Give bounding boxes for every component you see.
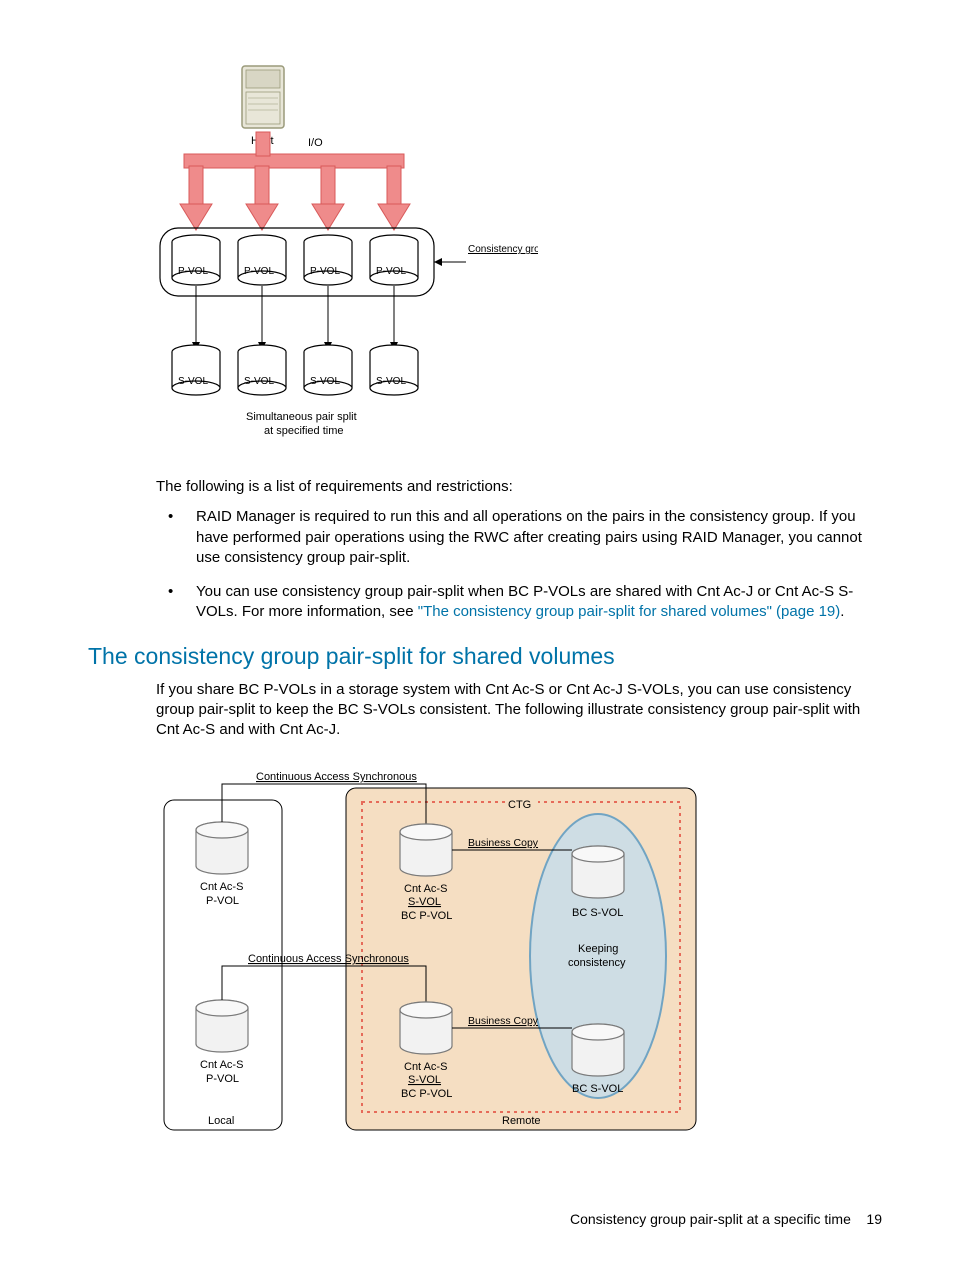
svg-text:Cnt Ac-S: Cnt Ac-S — [200, 881, 243, 893]
page-number: 19 — [866, 1211, 882, 1227]
diagram1-caption-1: Simultaneous pair split — [246, 411, 357, 423]
local-label: Local — [208, 1115, 234, 1127]
svg-text:BC S-VOL: BC S-VOL — [572, 1083, 623, 1095]
intro-text: The following is a list of requirements … — [156, 477, 886, 497]
section-heading: The consistency group pair-split for sha… — [88, 643, 886, 670]
svg-text:P-VOL: P-VOL — [178, 266, 208, 277]
consistency-group-label: Consistency group — [468, 244, 538, 255]
svg-text:P-VOL: P-VOL — [244, 266, 274, 277]
svg-text:S-VOL: S-VOL — [310, 376, 340, 387]
svg-text:S-VOL: S-VOL — [408, 896, 441, 908]
remote-label: Remote — [502, 1115, 541, 1127]
remote-cylinder-bottom-right — [572, 1024, 624, 1076]
svg-text:P-VOL: P-VOL — [376, 266, 406, 277]
diagram1-caption-2: at specified time — [264, 425, 343, 437]
cas-label-mid: Continuous Access Synchronous — [248, 953, 409, 965]
svg-text:S-VOL: S-VOL — [244, 376, 274, 387]
ctg-label: CTG — [508, 799, 531, 811]
svg-text:BC P-VOL: BC P-VOL — [401, 910, 452, 922]
pvol-cylinders: P-VOL P-VOL P-VOL — [172, 235, 418, 285]
page-footer: Consistency group pair-split at a specif… — [570, 1211, 882, 1227]
business-copy-label-bottom: Business Copy — [468, 1015, 539, 1027]
list-item: You can use consistency group pair-split… — [156, 582, 886, 623]
diagram-shared-volumes: CTG Continuous Access Synchronous Contin… — [156, 760, 886, 1145]
cas-label-top: Continuous Access Synchronous — [256, 771, 417, 783]
section-paragraph: If you share BC P-VOLs in a storage syst… — [156, 680, 886, 741]
host-icon — [242, 66, 284, 128]
svg-text:S-VOL: S-VOL — [408, 1074, 441, 1086]
keeping-label: Keeping — [578, 943, 618, 955]
svg-text:BC S-VOL: BC S-VOL — [572, 907, 623, 919]
footer-text: Consistency group pair-split at a specif… — [570, 1211, 851, 1227]
local-cylinder-bottom — [196, 1000, 248, 1052]
svol-cylinders: S-VOL S-VOL S-VOL — [172, 345, 418, 395]
svg-text:BC P-VOL: BC P-VOL — [401, 1088, 452, 1100]
svg-text:P-VOL: P-VOL — [206, 895, 239, 907]
list-item: RAID Manager is required to run this and… — [156, 507, 886, 568]
svg-text:S-VOL: S-VOL — [376, 376, 406, 387]
svg-text:Cnt Ac-S: Cnt Ac-S — [200, 1059, 243, 1071]
svg-text:Cnt Ac-S: Cnt Ac-S — [404, 1061, 447, 1073]
remote-cylinder-top-right — [572, 846, 624, 898]
remote-cylinder-top-left — [400, 824, 452, 876]
io-arrows — [180, 166, 410, 230]
svg-text:consistency: consistency — [568, 957, 626, 969]
remote-cylinder-bottom-left — [400, 1002, 452, 1054]
svg-text:S-VOL: S-VOL — [178, 376, 208, 387]
svg-text:P-VOL: P-VOL — [206, 1073, 239, 1085]
local-cylinder-top — [196, 822, 248, 874]
svg-text:P-VOL: P-VOL — [310, 266, 340, 277]
cross-reference-link[interactable]: "The consistency group pair-split for sh… — [418, 603, 841, 620]
io-label: I/O — [308, 137, 323, 149]
diagram-consistency-group: Host I/O — [156, 62, 886, 447]
business-copy-label-top: Business Copy — [468, 837, 539, 849]
requirements-list: RAID Manager is required to run this and… — [156, 507, 886, 622]
svg-text:Cnt Ac-S: Cnt Ac-S — [404, 883, 447, 895]
